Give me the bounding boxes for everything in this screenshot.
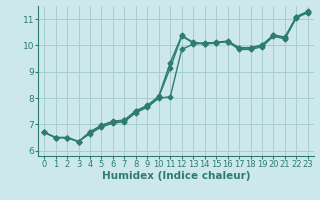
X-axis label: Humidex (Indice chaleur): Humidex (Indice chaleur) (102, 171, 250, 181)
